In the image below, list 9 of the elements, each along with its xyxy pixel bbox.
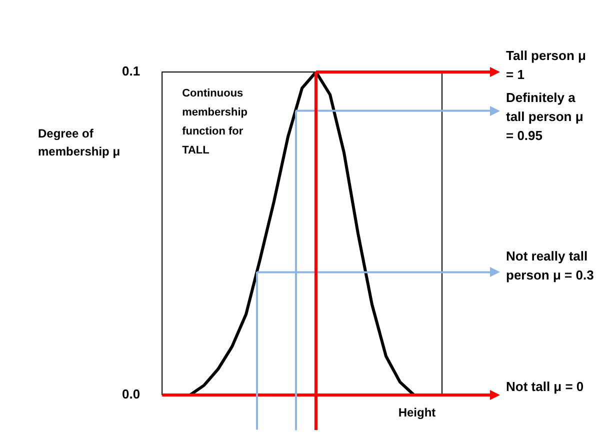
annotation: Continuous membership function for TALL	[182, 88, 248, 157]
y-tick-label: 0.1	[122, 64, 140, 79]
x-axis-title: Height	[398, 405, 436, 420]
text: Tall person μ = 1	[506, 48, 586, 82]
y-axis-title: Degree of membership μ	[38, 126, 120, 158]
text: Definitely a tall person μ = 0.95	[506, 90, 584, 144]
text: Not tall μ = 0	[506, 379, 584, 394]
y-tick-label: 0.0	[122, 386, 140, 402]
text: Not really tall person μ = 0.3	[506, 248, 594, 282]
